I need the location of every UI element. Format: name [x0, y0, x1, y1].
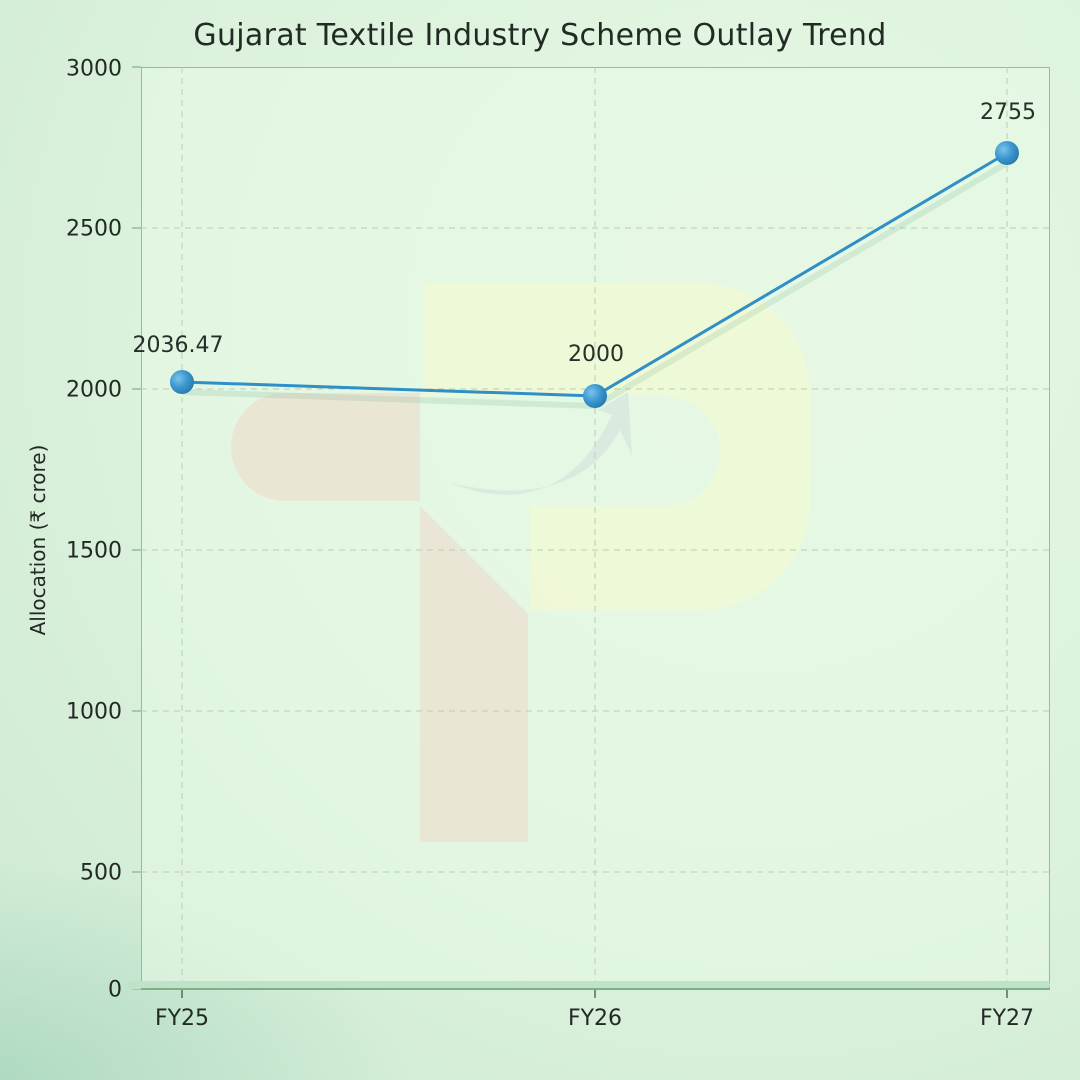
x-axis-bar: [128, 981, 1050, 989]
ytick-label: 2000: [66, 377, 122, 403]
data-label-fy27: 2755: [980, 100, 1036, 125]
chart-title: Gujarat Textile Industry Scheme Outlay T…: [193, 18, 887, 53]
data-label-fy25: 2036.47: [132, 333, 224, 358]
ytick-label: 1000: [66, 699, 122, 725]
data-markers: [170, 141, 1019, 408]
marker-fy25: [170, 370, 194, 394]
ytick-label: 3000: [66, 56, 122, 82]
y-axis-label: Allocation (₹ crore): [26, 444, 50, 636]
ytick-label: 500: [80, 860, 122, 886]
xtick-label-fy27: FY27: [979, 1006, 1035, 1031]
marker-fy27: [995, 141, 1019, 165]
marker-fy26: [583, 384, 607, 408]
ytick-label: 1500: [66, 538, 122, 564]
ytick-label: 0: [108, 977, 122, 1003]
watermark-logo-icon: [231, 283, 810, 842]
xtick-label-fy26: FY26: [567, 1006, 623, 1031]
data-label-fy26: 2000: [568, 342, 624, 367]
y-ticks: [132, 66, 141, 990]
ytick-label: 2500: [66, 216, 122, 242]
xtick-label-fy25: FY25: [154, 1006, 210, 1031]
